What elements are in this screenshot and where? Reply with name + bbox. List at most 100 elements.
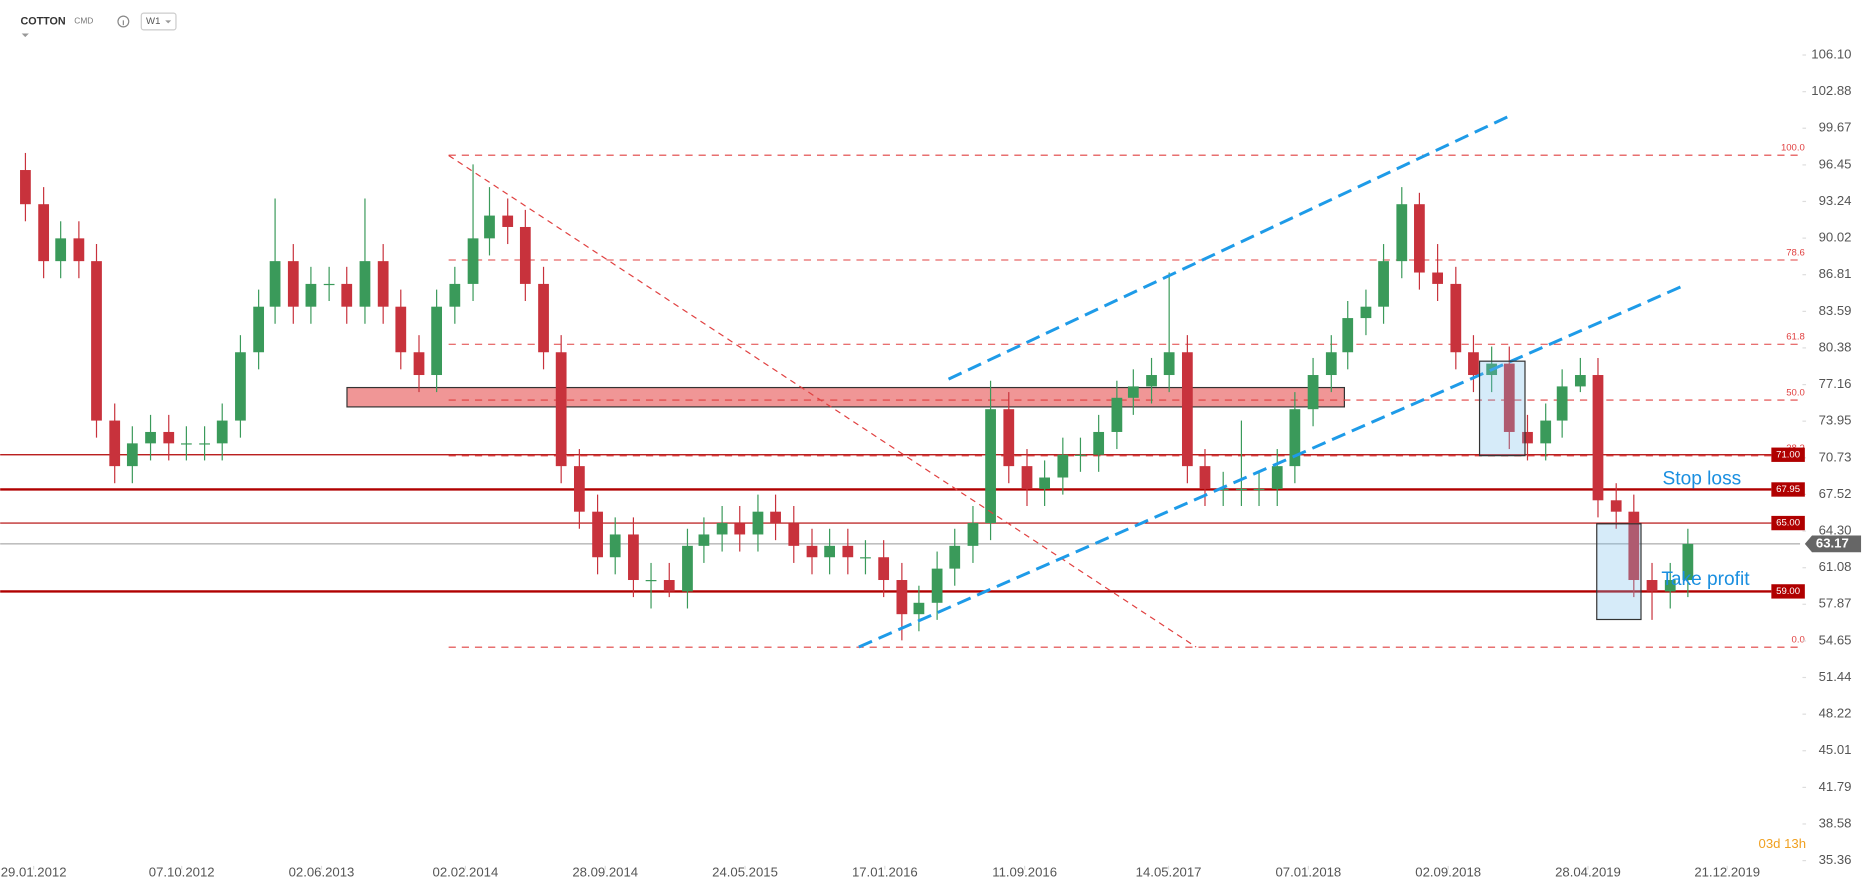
- candle-body: [109, 420, 121, 467]
- x-tick-label: 11.09.2016: [992, 865, 1057, 880]
- candle-body: [770, 511, 781, 524]
- candle-body: [253, 306, 265, 353]
- market: CMD: [74, 16, 93, 26]
- candle-body: [1682, 543, 1694, 581]
- candle-body: [1217, 488, 1229, 491]
- candle-body: [788, 523, 800, 546]
- y-tick-label: 45.01: [1819, 742, 1852, 757]
- candle-body: [878, 557, 890, 581]
- y-tick-label: 48.22: [1819, 706, 1852, 721]
- fib-label: 100.0: [1781, 143, 1805, 154]
- candle-body: [1414, 204, 1425, 273]
- candle-body: [824, 545, 836, 558]
- y-tick-label: 57.87: [1819, 596, 1852, 611]
- candle-body: [126, 443, 138, 467]
- channel-lower: [858, 285, 1682, 649]
- pattern-box: [1478, 360, 1526, 457]
- candle-body: [323, 283, 335, 286]
- candle-body: [1181, 352, 1193, 467]
- y-tick-label: 96.45: [1819, 156, 1852, 171]
- candle-body: [1378, 261, 1389, 307]
- y-tick-label: 35.36: [1819, 852, 1852, 867]
- candle-body: [484, 215, 495, 239]
- candle-body: [341, 283, 353, 307]
- symbol-caret[interactable]: [21, 33, 29, 38]
- candle-body: [1325, 352, 1337, 376]
- y-tick-label: 93.24: [1819, 193, 1852, 208]
- candle-body: [1574, 375, 1586, 387]
- x-tick-label: 14.05.2017: [1136, 865, 1202, 880]
- candle-body: [1057, 454, 1069, 478]
- fib-label: 61.8: [1786, 332, 1805, 343]
- candle-body: [502, 215, 514, 227]
- candle-body: [1111, 397, 1123, 432]
- candle-body: [359, 261, 371, 307]
- candle-body: [1360, 306, 1372, 319]
- candle-body: [1468, 352, 1479, 376]
- y-tick-label: 86.81: [1819, 266, 1852, 281]
- candle-body: [1199, 466, 1211, 489]
- candle-body: [73, 238, 85, 262]
- y-tick-label: 54.65: [1819, 632, 1852, 647]
- candle-body: [734, 523, 746, 535]
- y-tick-label: 106.10: [1811, 46, 1851, 61]
- x-tick-label: 02.02.2014: [433, 865, 499, 880]
- channel-upper: [947, 114, 1511, 381]
- candle-body: [91, 261, 102, 421]
- y-tick-label: 102.88: [1811, 83, 1851, 98]
- candle-body: [609, 534, 621, 558]
- current-price-label: 63.17: [1816, 535, 1849, 550]
- candle-body: [967, 523, 979, 546]
- header: COTTON CMD W1: [20, 12, 177, 38]
- candle-body: [1522, 431, 1533, 444]
- candle-body: [1253, 488, 1265, 491]
- y-tick-label: 51.44: [1819, 669, 1852, 684]
- countdown: 03d 13h: [1759, 836, 1807, 851]
- candle-body: [1646, 580, 1658, 592]
- candle-body: [1307, 375, 1319, 410]
- candle-body: [1342, 318, 1354, 353]
- candle-body: [1163, 352, 1175, 376]
- level-tag: [1771, 515, 1805, 531]
- timeframe: W1: [146, 16, 160, 27]
- candle-body: [55, 238, 67, 262]
- candle-body: [377, 261, 389, 307]
- candle-body: [573, 466, 585, 512]
- annotation: Stop loss: [1663, 469, 1742, 490]
- candle-body: [519, 226, 531, 284]
- x-tick-label: 07.01.2018: [1275, 865, 1341, 880]
- candle-body: [1540, 420, 1552, 444]
- x-tick-label: 17.01.2016: [852, 865, 918, 880]
- candle-body: [896, 580, 908, 615]
- symbol: COTTON: [20, 15, 65, 27]
- fib-label: 0.0: [1792, 635, 1805, 646]
- y-tick-label: 41.79: [1819, 779, 1852, 794]
- timeframe-select[interactable]: [140, 12, 177, 31]
- fib-label: 78.6: [1786, 247, 1805, 258]
- overlay-front: Stop loss Take profit: [448, 114, 1750, 649]
- candle-body: [1450, 283, 1462, 353]
- y-tick-label: 61.08: [1819, 559, 1852, 574]
- x-tick-label: 29.01.2012: [1, 865, 67, 880]
- info-icon[interactable]: [117, 15, 130, 28]
- candle-body: [1664, 580, 1676, 592]
- candle-body: [985, 409, 996, 524]
- y-tick-label: 70.73: [1819, 449, 1852, 464]
- candles: [20, 152, 1694, 641]
- candle-body: [1592, 375, 1604, 501]
- candle-body: [431, 306, 443, 376]
- candle-body: [1236, 488, 1247, 491]
- candle-body: [1003, 409, 1015, 467]
- candle-body: [38, 204, 50, 262]
- candle-body: [752, 511, 764, 535]
- candle-body: [698, 534, 710, 546]
- candle-body: [1093, 431, 1105, 455]
- x-tick-label: 07.10.2012: [149, 865, 215, 880]
- candle-body: [1271, 466, 1283, 489]
- annotation: Take profit: [1661, 569, 1750, 590]
- x-tick-label: 28.09.2014: [572, 865, 638, 880]
- candle-body: [467, 238, 479, 284]
- current-price-tag: [1804, 535, 1862, 553]
- fib-label: 50.0: [1786, 387, 1805, 398]
